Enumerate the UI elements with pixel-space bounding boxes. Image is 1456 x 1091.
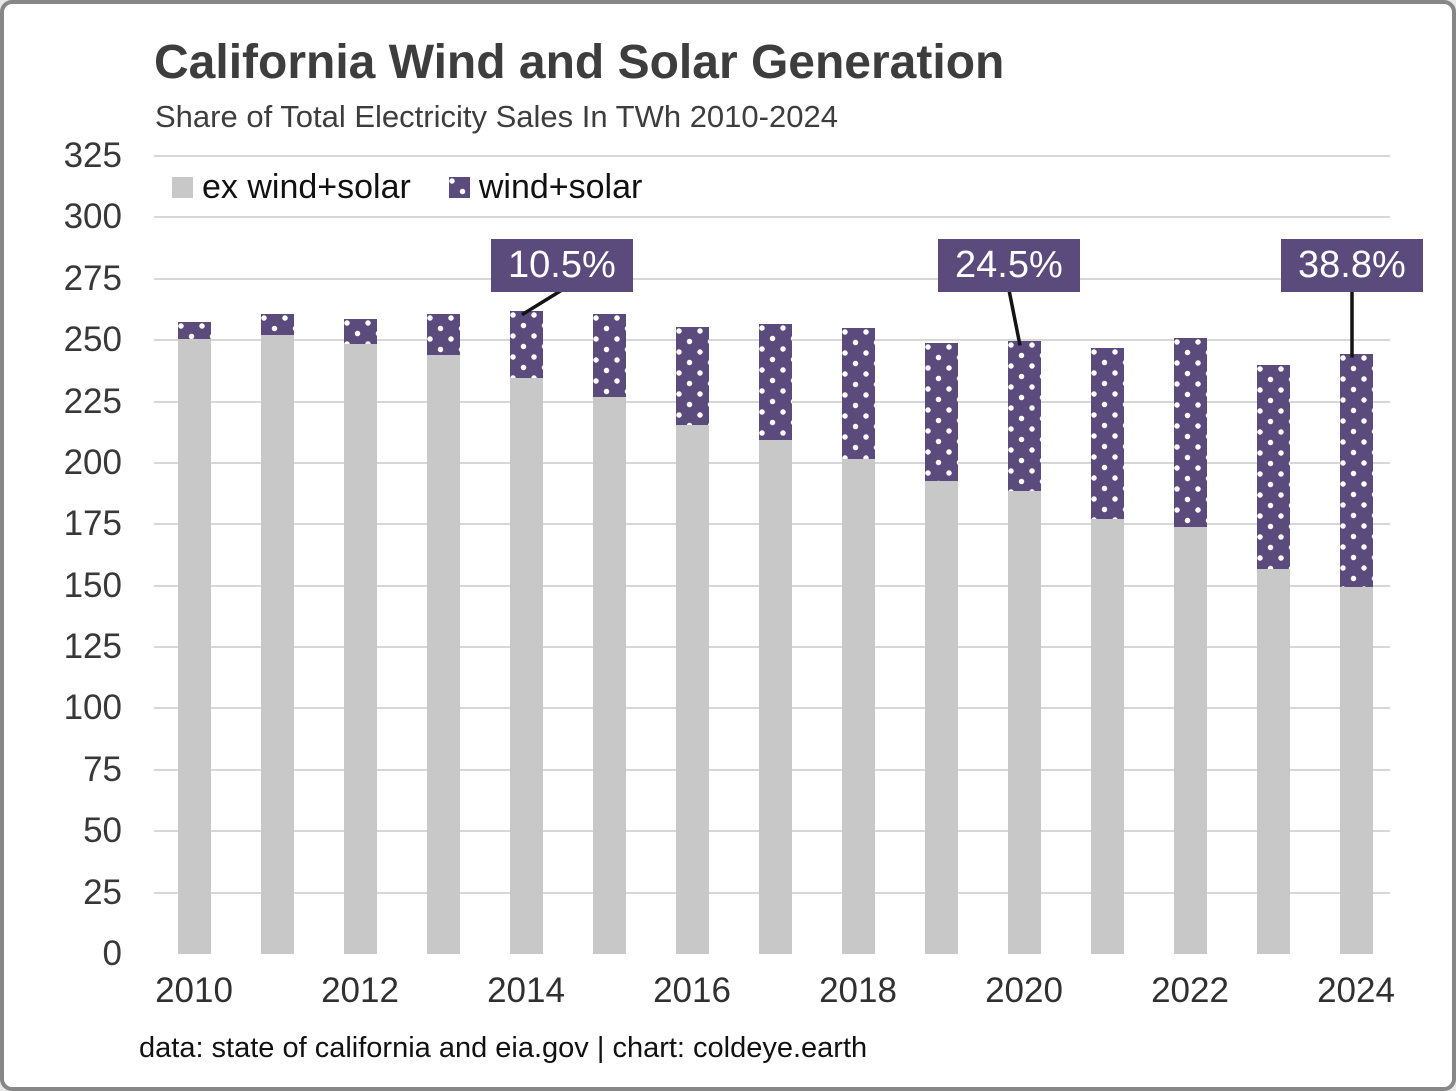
bar-2011 bbox=[260, 314, 294, 954]
bar-segment-ex-wind-solar bbox=[509, 378, 543, 954]
y-tick-label: 125 bbox=[63, 627, 122, 667]
bar-2020 bbox=[1007, 341, 1041, 954]
bar-2013 bbox=[426, 314, 460, 954]
bar-segment-wind-solar bbox=[675, 326, 709, 425]
bar-segment-wind-solar bbox=[343, 319, 377, 344]
bar-2012 bbox=[343, 319, 377, 954]
bar-segment-wind-solar bbox=[1173, 337, 1207, 527]
gridline bbox=[154, 216, 1390, 219]
y-tick-label: 250 bbox=[63, 320, 122, 360]
legend: ex wind+solar wind+solar bbox=[172, 168, 642, 207]
bar-2010 bbox=[177, 321, 211, 954]
bar-2015 bbox=[592, 314, 626, 954]
y-tick-label: 200 bbox=[63, 442, 122, 482]
annotation-2024: 38.8% bbox=[1281, 239, 1423, 292]
bar-2014 bbox=[509, 310, 543, 954]
bar-2016 bbox=[675, 326, 709, 954]
bar-segment-ex-wind-solar bbox=[758, 439, 792, 954]
gridline bbox=[154, 277, 1390, 280]
bar-segment-wind-solar bbox=[177, 321, 211, 339]
bar-segment-wind-solar bbox=[1256, 364, 1290, 569]
y-tick-label: 150 bbox=[63, 565, 122, 605]
bar-segment-ex-wind-solar bbox=[426, 354, 460, 954]
y-tick-label: 175 bbox=[63, 504, 122, 544]
bar-segment-wind-solar bbox=[758, 324, 792, 440]
annotation-line bbox=[1007, 289, 1022, 346]
bar-segment-wind-solar bbox=[924, 342, 958, 482]
bar-2017 bbox=[758, 324, 792, 954]
x-tick-label: 2024 bbox=[1317, 971, 1395, 1010]
bar-segment-wind-solar bbox=[260, 314, 294, 336]
legend-label: ex wind+solar bbox=[202, 168, 411, 206]
bar-segment-wind-solar bbox=[509, 310, 543, 379]
x-tick-label: 2018 bbox=[819, 971, 897, 1010]
annotation-2014: 10.5% bbox=[491, 239, 633, 292]
bar-segment-ex-wind-solar bbox=[1256, 568, 1290, 954]
y-tick-label: 325 bbox=[63, 136, 122, 175]
bar-2023 bbox=[1256, 364, 1290, 954]
y-tick-label: 25 bbox=[83, 872, 122, 912]
source-credit: data: state of california and eia.gov | … bbox=[139, 1032, 868, 1064]
bar-segment-ex-wind-solar bbox=[1173, 526, 1207, 954]
y-tick-label: 300 bbox=[63, 197, 122, 237]
bar-segment-ex-wind-solar bbox=[177, 338, 211, 954]
x-tick-label: 2010 bbox=[155, 971, 233, 1010]
page-title: California Wind and Solar Generation bbox=[154, 36, 1005, 89]
bar-segment-wind-solar bbox=[1339, 353, 1373, 587]
bar-2024 bbox=[1339, 353, 1373, 954]
bar-segment-ex-wind-solar bbox=[675, 424, 709, 954]
bar-segment-ex-wind-solar bbox=[1090, 519, 1124, 954]
legend-item-ex-wind-solar: ex wind+solar bbox=[172, 168, 411, 207]
legend-swatch-gray-icon bbox=[172, 177, 193, 198]
bar-2022 bbox=[1173, 337, 1207, 954]
chart-subtitle: Share of Total Electricity Sales In TWh … bbox=[155, 99, 838, 134]
bar-segment-ex-wind-solar bbox=[924, 481, 958, 954]
x-tick-label: 2016 bbox=[653, 971, 731, 1010]
y-tick-label: 50 bbox=[83, 811, 122, 851]
bar-segment-wind-solar bbox=[426, 314, 460, 355]
y-tick-label: 275 bbox=[63, 258, 122, 298]
bar-segment-ex-wind-solar bbox=[260, 335, 294, 954]
bar-segment-wind-solar bbox=[841, 327, 875, 460]
bar-segment-ex-wind-solar bbox=[841, 459, 875, 954]
bar-segment-wind-solar bbox=[1090, 347, 1124, 520]
bar-segment-wind-solar bbox=[1007, 341, 1041, 492]
annotation-2020: 24.5% bbox=[938, 239, 1080, 292]
x-tick-label: 2014 bbox=[487, 971, 565, 1010]
bar-segment-ex-wind-solar bbox=[592, 396, 626, 954]
bar-2021 bbox=[1090, 347, 1124, 954]
x-tick-label: 2022 bbox=[1151, 971, 1229, 1010]
y-tick-label: 75 bbox=[83, 749, 122, 789]
y-tick-label: 100 bbox=[63, 688, 122, 728]
y-tick-label: 225 bbox=[63, 381, 122, 421]
bar-2018 bbox=[841, 327, 875, 954]
y-tick-label: 0 bbox=[102, 934, 122, 973]
x-tick-label: 2012 bbox=[321, 971, 399, 1010]
bar-2019 bbox=[924, 342, 958, 954]
bar-segment-ex-wind-solar bbox=[1007, 491, 1041, 954]
x-tick-label: 2020 bbox=[985, 971, 1063, 1010]
legend-label: wind+solar bbox=[478, 168, 643, 206]
legend-swatch-purple-dotted-icon bbox=[448, 177, 470, 198]
bar-segment-ex-wind-solar bbox=[1339, 586, 1373, 954]
gridline bbox=[154, 155, 1390, 157]
bar-segment-ex-wind-solar bbox=[343, 343, 377, 954]
legend-item-wind-solar: wind+solar bbox=[448, 168, 643, 207]
bar-segment-wind-solar bbox=[592, 314, 626, 397]
